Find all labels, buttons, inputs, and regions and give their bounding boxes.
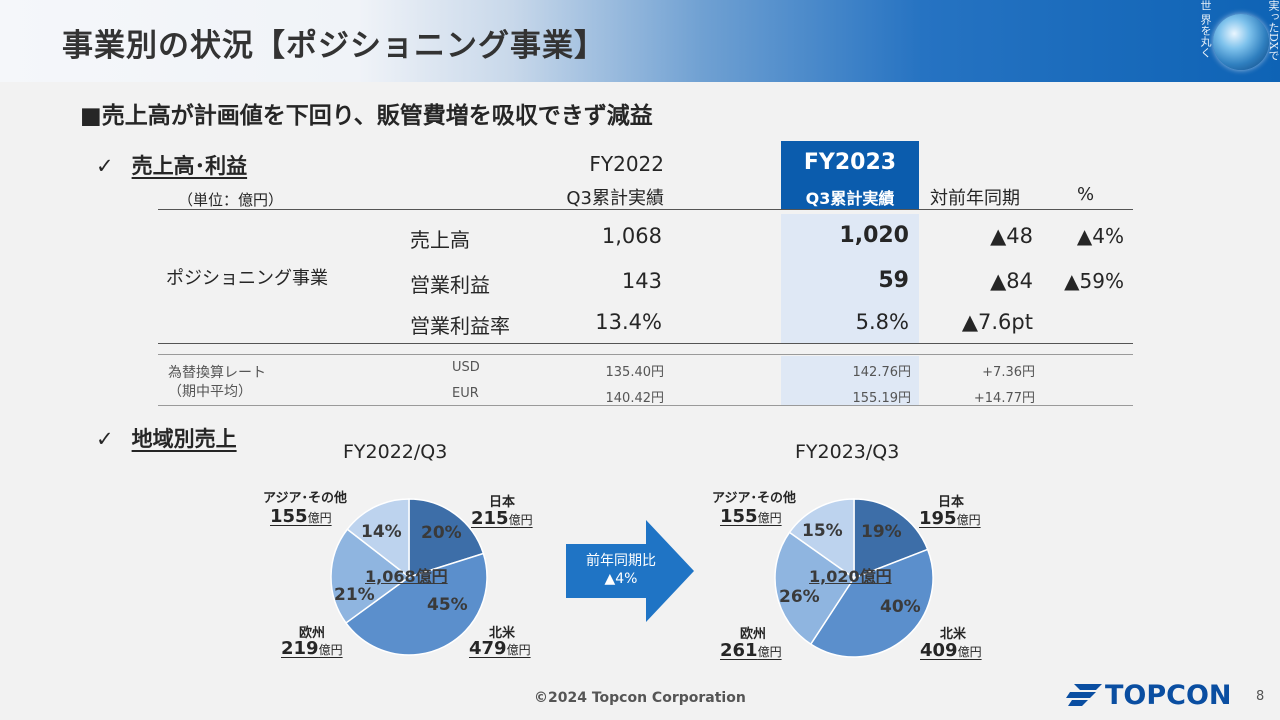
pie1-label-japan: 日本: [489, 495, 516, 510]
pie2-title: FY2023/Q3: [795, 441, 900, 463]
pie2-value-eu: 261億円: [720, 640, 782, 661]
pie1-slice-1: [344, 552, 488, 656]
row-margin-label: 営業利益率: [410, 314, 510, 338]
fx-top-rule: [158, 354, 1133, 355]
topcon-logo-icon: [1066, 684, 1102, 706]
pie1-chart: [330, 498, 488, 656]
pie2-value-na: 409億円: [920, 640, 982, 661]
header-fy2022: FY2022: [589, 152, 664, 176]
arrow-line2: ▲4%: [604, 571, 638, 587]
fx-eur-label: EUR: [452, 386, 479, 401]
pie2-slice-2: [774, 531, 856, 646]
header-yoy: 対前年同期: [930, 188, 1020, 209]
pie2-slice-3: [788, 498, 855, 580]
row-sales-fy2023: 1,020: [839, 223, 909, 248]
pie1-value-na: 479億円: [469, 638, 531, 659]
pie1-value-eu: 219億円: [281, 638, 343, 659]
pie2-label-japan: 日本: [938, 495, 965, 510]
pie2-pct-na: 40%: [880, 597, 921, 617]
fy2023-column-bg: [781, 214, 919, 344]
globe-icon: [1213, 14, 1269, 70]
pie1-pct-asia: 14%: [361, 522, 402, 542]
row-op-yoy: ▲84: [990, 269, 1033, 293]
topcon-logo: TOPCON: [1105, 680, 1232, 711]
row-sales-pct: ▲4%: [1076, 224, 1124, 248]
pie1-slice-3: [346, 498, 410, 579]
fx-label-1: 為替換算レート: [168, 365, 266, 381]
pie2-slice-1: [809, 548, 934, 658]
vertical-text-3: 実ったDXで: [1267, 0, 1280, 61]
pie1-label-asia: アジア･その他: [263, 491, 347, 506]
section-sales-profit: ✓ 売上高･利益: [96, 150, 247, 180]
fx-bottom-rule: [158, 405, 1133, 406]
row-sales-fy2022: 1,068: [601, 224, 662, 248]
fy2023-fx-column-bg: [781, 356, 919, 406]
fx-usd-label: USD: [452, 360, 480, 375]
vertical-text-2: 界を丸く: [1199, 14, 1212, 58]
fy2023-header-bg: [781, 141, 919, 209]
pie2-value-japan: 195億円: [919, 508, 981, 529]
header-banner: [0, 0, 1280, 82]
pie2-value-asia: 155億円: [720, 506, 782, 527]
row-margin-fy2023: 5.8%: [855, 310, 909, 334]
pie2-pct-asia: 15%: [802, 521, 843, 541]
fx-eur-fy2023: 155.19円: [852, 391, 912, 406]
header-fy2023: FY2023: [803, 150, 897, 175]
segment-label: ポジショニング事業: [166, 268, 328, 289]
pie2-label-asia: アジア･その他: [712, 491, 796, 506]
fx-eur-fy2022: 140.42円: [605, 391, 665, 406]
pie1-label-eu: 欧州: [299, 626, 326, 641]
section-label: 売上高･利益: [131, 154, 248, 178]
pie1-pct-japan: 20%: [421, 523, 462, 543]
fx-label-2: （期中平均）: [168, 384, 252, 400]
row-op-pct: ▲59%: [1064, 269, 1124, 293]
header-pct: %: [1077, 184, 1095, 205]
pie2-pct-eu: 26%: [779, 587, 820, 607]
arrow-text: 前年同期比 ▲4%: [566, 552, 676, 588]
page-title: 事業別の状況【ポジショニング事業】: [62, 28, 606, 64]
pie1-title: FY2022/Q3: [343, 441, 448, 463]
row-sales-label: 売上高: [410, 228, 470, 252]
section-label: 地域別売上: [131, 427, 237, 451]
pie1-value-japan: 215億円: [471, 508, 533, 529]
page-number: 8: [1256, 689, 1265, 704]
pie1-value-asia: 155億円: [270, 506, 332, 527]
arrow-line1: 前年同期比: [586, 553, 656, 569]
check-icon: ✓: [96, 154, 114, 178]
unit-label: （単位：億円）: [178, 191, 284, 209]
pie2-chart: [774, 498, 934, 658]
pie1-pct-na: 45%: [427, 595, 468, 615]
row-sales-yoy: ▲48: [990, 224, 1033, 248]
pie1-label-na: 北米: [489, 626, 516, 641]
subtitle: ■売上高が計画値を下回り、販管費増を吸収できず減益: [80, 103, 653, 129]
copyright: ©2024 Topcon Corporation: [534, 690, 746, 706]
yoy-arrow: [566, 520, 694, 622]
pie2-label-eu: 欧州: [740, 627, 767, 642]
row-op-fy2023: 59: [878, 268, 909, 293]
row-op-label: 営業利益: [410, 273, 490, 297]
pie2-center-label: 1,020億円: [809, 567, 892, 586]
fx-usd-fy2023: 142.76円: [852, 365, 912, 380]
pie1-slice-0: [408, 498, 485, 579]
check-icon: ✓: [96, 427, 114, 451]
header-fy2022-sub: Q3累計実績: [566, 188, 664, 209]
pie1-slice-2: [330, 528, 411, 624]
header-fy2023-sub: Q3累計実績: [805, 189, 895, 208]
section-regional: ✓ 地域別売上: [96, 423, 237, 453]
pie2-pct-japan: 19%: [861, 522, 902, 542]
fx-usd-fy2022: 135.40円: [605, 365, 665, 380]
vertical-text-1: 世: [1199, 0, 1212, 11]
row-op-fy2022: 143: [621, 269, 662, 293]
table-top-rule: [158, 209, 1133, 210]
pie1-center-label: 1,068億円: [365, 567, 448, 586]
fx-usd-yoy: +7.36円: [982, 365, 1035, 380]
row-margin-fy2022: 13.4%: [595, 310, 662, 334]
row-margin-yoy: ▲7.6pt: [961, 310, 1033, 334]
pie2-label-na: 北米: [940, 627, 967, 642]
table-mid-rule: [158, 343, 1133, 344]
fx-eur-yoy: +14.77円: [973, 391, 1035, 406]
pie1-pct-eu: 21%: [334, 585, 375, 605]
pie2-slice-0: [853, 498, 929, 580]
